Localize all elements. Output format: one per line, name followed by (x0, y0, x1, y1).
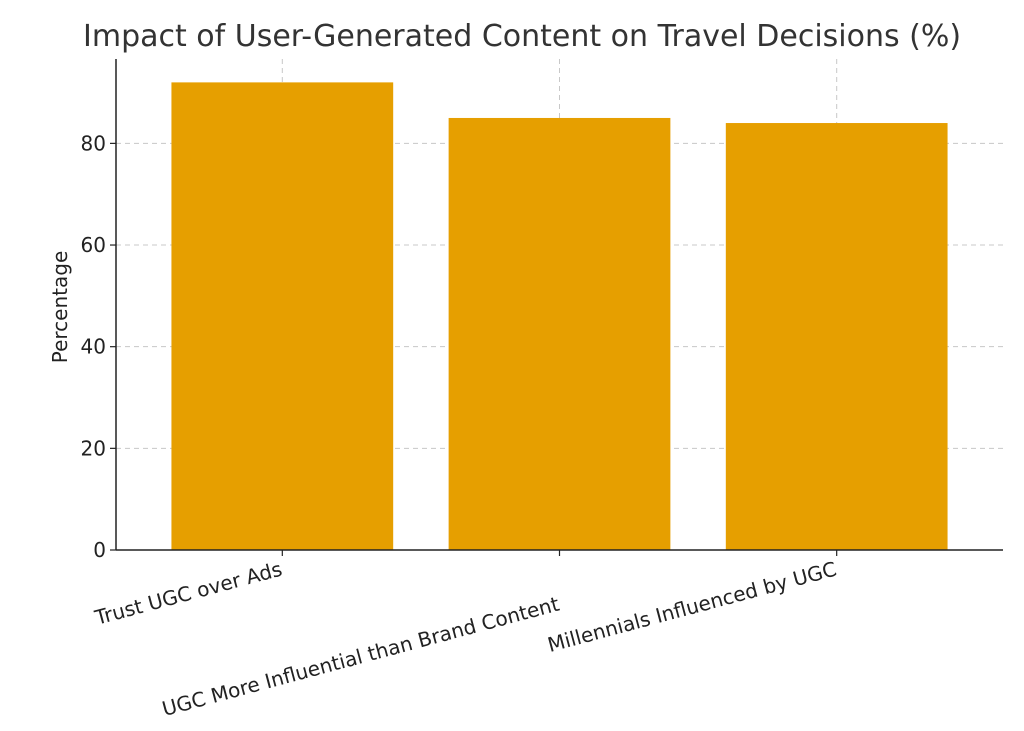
y-tick-layer: 0 20 40 60 80 (81, 131, 116, 562)
y-tick-label: 80 (81, 131, 106, 155)
y-axis-label: Percentage (48, 251, 72, 364)
bar (171, 82, 394, 550)
y-tick-label: 20 (81, 436, 106, 460)
x-category-label: UGC More Influential than Brand Content (159, 592, 561, 721)
x-category-label: Millennials Influenced by UGC (545, 557, 839, 657)
y-tick-label: 60 (81, 233, 106, 257)
bar (448, 117, 671, 550)
bar-layer (171, 82, 948, 550)
bar (725, 123, 948, 550)
chart-title: Impact of User-Generated Content on Trav… (83, 19, 961, 54)
x-category-label: Trust UGC over Ads (91, 557, 284, 630)
y-tick-label: 0 (93, 538, 106, 562)
y-tick-label: 40 (81, 335, 106, 359)
